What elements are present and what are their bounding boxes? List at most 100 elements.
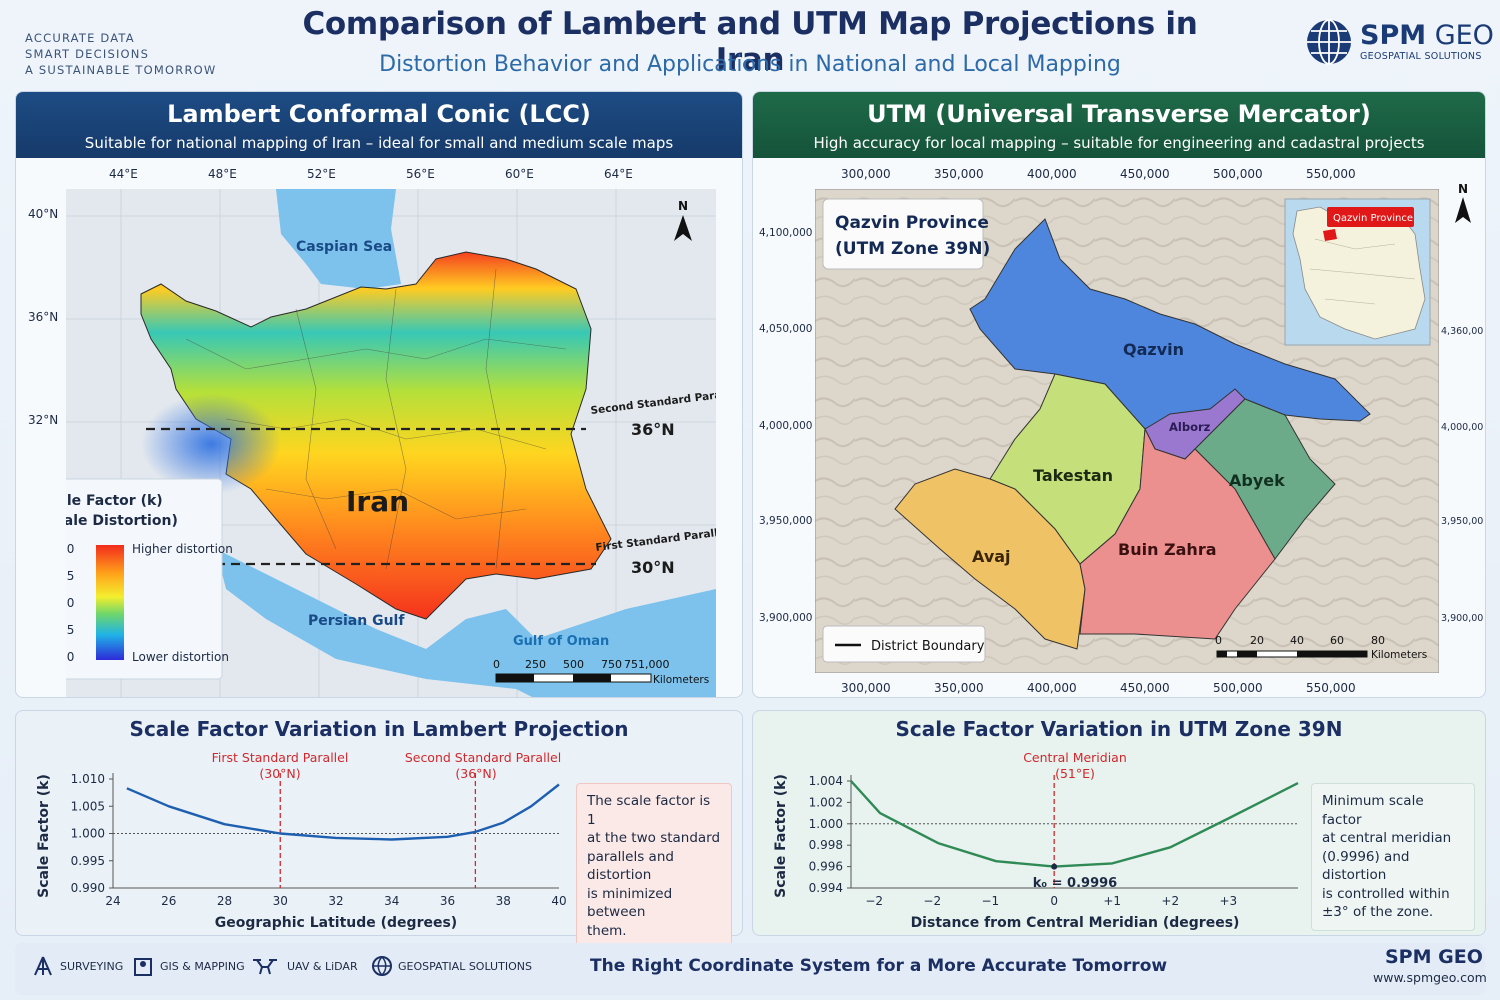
lambert-note: The scale factor is 1 at the two standar… [576,783,732,949]
lcc-panel: Lambert Conformal Conic (LCC) Suitable f… [15,91,743,698]
district-avaj[interactable] [894,468,1086,650]
svg-text:40: 40 [1290,634,1304,647]
marker-1-label: First Standard Parallel [212,750,349,765]
svg-text:750: 750 [601,658,622,671]
legend-value: 1.005 [66,569,74,583]
svg-text:20: 20 [1250,634,1264,647]
svg-text:0: 0 [493,658,500,671]
utm-panel-header: UTM (Universal Transverse Mercator) High… [753,92,1485,158]
lon-tick: 44°E [109,167,138,181]
footer-geospatial[interactable]: GEOSPATIAL SOLUTIONS [398,960,532,973]
utm-subtitle: High accuracy for local mapping – suitab… [813,134,1425,152]
label-alborz: Alborz [1169,420,1211,434]
svg-text:80: 80 [1371,634,1385,647]
utm-chart[interactable]: Scale Factor (k) Distance from Central M… [753,711,1487,937]
right-tick: 3,900,00 [1441,613,1484,624]
utm-plot-area: 1.004 1.002 1.000 0.998 0.996 0.994 −2 −2 −1 0 +1 +… [809,774,1299,908]
tagline-line-3: A SUSTAINABLE TOMORROW [25,63,217,77]
y-tick-label: 0.998 [809,838,843,852]
lcc-subtitle: Suitable for national mapping of Iran – … [84,134,674,152]
legend-value: 1.000 [66,596,74,610]
district-legend [822,625,986,663]
easting-tick: 350,000 [934,681,984,695]
lcc-title: Lambert Conformal Conic (LCC) [167,100,591,128]
footer-slogan: The Right Coordinate System for a More A… [590,956,1168,976]
province-zone: (UTM Zone 39N) [835,239,990,259]
svg-text:60: 60 [1330,634,1344,647]
note-line: ±3° of the zone. [1322,904,1434,920]
right-tick: 3,950,00 [1441,516,1484,527]
y-tick-label: 1.000 [71,827,105,841]
globe-icon [1307,19,1351,65]
utm-north-arrow-icon: N [1455,182,1471,223]
central-meridian-value: (51°E) [1055,766,1095,781]
legend-value: 0.995 [66,623,74,637]
north-arrow-icon: N [674,199,692,241]
utm-title: UTM (Universal Transverse Mercator) [867,100,1371,128]
inset-label: Qazvin Province [1333,213,1413,224]
lambert-ylabel: Scale Factor (k) [36,774,52,898]
iran-label: Iran [346,485,409,518]
k0-label: k₀ = 0.9996 [1033,876,1117,891]
easting-tick: 300,000 [841,167,891,181]
district-buin-zahra[interactable] [1079,427,1276,640]
globe-icon [372,956,392,976]
footer-uav-lidar[interactable]: UAV & LiDAR [287,960,358,973]
page-title: Comparison of Lambert and UTM Map Projec… [302,6,1198,78]
footer-surveying[interactable]: SURVEYING [60,960,124,973]
low-distortion-spot [141,394,281,494]
note-line: is controlled within [1322,885,1450,902]
label-buin-zahra: Buin Zahra [1118,540,1217,559]
legend-color-ramp [96,545,124,660]
lambert-chart[interactable]: Scale Factor (k) Geographic Latitude (de… [16,711,744,937]
easting-tick: 500,000 [1213,681,1263,695]
lon-tick: 52°E [307,167,336,181]
label-qazvin: Qazvin [1123,340,1184,359]
tagline-line-2: SMART DECISIONS [25,47,150,61]
series-line [850,780,1299,868]
north-arrow-icon: N [1438,189,1439,196]
lon-tick: 56°E [406,167,435,181]
brand-logo[interactable]: SPM GEO GEOSPATIAL SOLUTIONS [1305,18,1494,68]
label-takestan: Takestan [1033,466,1113,485]
y-tick-label: 1.004 [809,774,843,788]
district-legend-label: District Boundary [871,639,985,654]
central-meridian-label: Central Meridian [1023,750,1127,765]
persian-gulf-water [216,549,716,697]
persian-gulf-label: Persian Gulf [308,613,405,629]
note-line: them. [587,922,627,939]
footer-url[interactable]: www.spmgeo.com [1373,970,1487,985]
x-tick-label: +1 [1103,894,1121,908]
note-line: at the two standard [587,830,721,846]
tagline: ACCURATE DATA SMART DECISIONS A SUSTAINA… [25,30,216,78]
gulf-of-oman-label: Gulf of Oman [513,634,609,649]
svg-text:N: N [1438,189,1439,196]
drone-icon [253,959,277,975]
legend-value: 1.010 [66,542,74,556]
easting-tick: 300,000 [841,681,891,695]
right-tick: 4,360,00 [1441,326,1484,337]
utm-panel: UTM (Universal Transverse Mercator) High… [752,91,1486,698]
northing-tick: 4,100,000 [759,227,813,239]
x-tick-label: 24 [105,894,120,908]
y-tick-label: 1.005 [71,799,105,813]
iran-inset-map: Qazvin Province [1284,198,1431,346]
lcc-panel-header: Lambert Conformal Conic (LCC) Suitable f… [16,92,742,158]
x-tick-label: +3 [1219,894,1237,908]
easting-tick: 450,000 [1120,681,1170,695]
right-tick: 4,000,00 [1441,422,1484,433]
svg-text:500: 500 [563,658,584,671]
northing-tick: 3,900,000 [759,612,813,624]
lcc-map[interactable]: Caspian Sea Iran Persian Gulf Gulf of Om… [66,189,716,698]
y-tick-label: 0.990 [71,881,105,895]
footer-gis-mapping[interactable]: GIS & MAPPING [160,960,245,973]
footer: SURVEYING GIS & MAPPING UAV & LiDAR GEOS… [15,943,1487,995]
x-tick-label: −2 [865,894,883,908]
northing-tick: 3,950,000 [759,515,813,527]
svg-text:250: 250 [525,658,546,671]
y-tick-label: 1.010 [71,772,105,786]
province-title: Qazvin Province [835,213,989,233]
legend-title: Scale Factor (k) [66,493,163,509]
lat-tick: 32°N [28,413,59,427]
utm-map[interactable]: Qazvin Alborz Takestan Abyek Avaj Buin Z… [815,189,1439,673]
